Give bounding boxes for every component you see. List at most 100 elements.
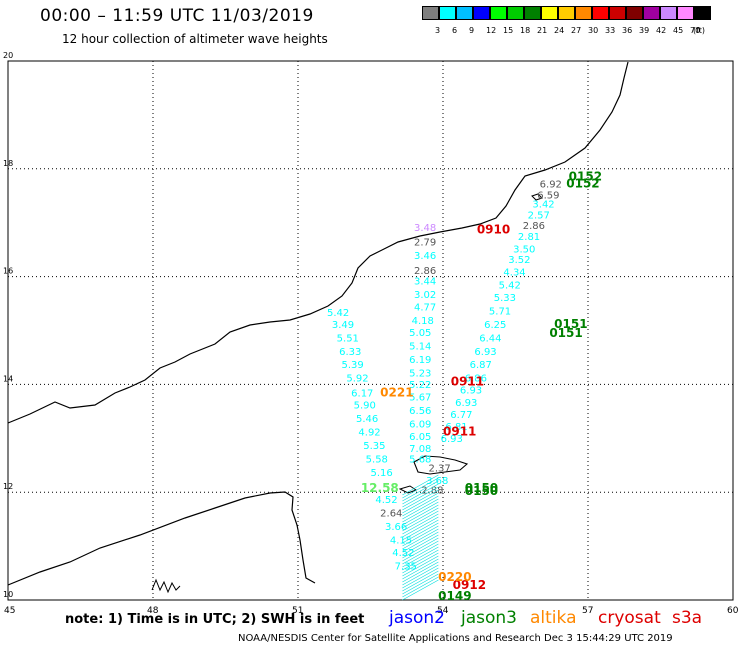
lon-tick-label: 51 bbox=[292, 606, 303, 616]
track-hatch bbox=[402, 540, 439, 562]
swh-value: 5.51 bbox=[337, 333, 359, 344]
track-hatch bbox=[402, 477, 439, 499]
small-island bbox=[531, 193, 543, 201]
swh-value: 3.44 bbox=[414, 277, 436, 288]
swh-value: 6.92 bbox=[540, 180, 562, 191]
swh-value: 6.17 bbox=[351, 388, 373, 399]
legend-value: 3 bbox=[435, 26, 441, 35]
legend-swatch bbox=[473, 6, 490, 20]
swh-value: 2.57 bbox=[528, 210, 550, 221]
swh-value: 6.59 bbox=[537, 190, 559, 201]
swh-value: 4.18 bbox=[412, 316, 434, 327]
swh-value: 4.34 bbox=[503, 268, 525, 279]
legend-value: 30 bbox=[588, 26, 599, 35]
legend-value: 42 bbox=[656, 26, 667, 35]
track-hatch bbox=[402, 486, 439, 508]
swh-value: 5.42 bbox=[327, 308, 349, 319]
swh-value: 6.05 bbox=[409, 432, 431, 443]
track-hatch bbox=[402, 480, 439, 502]
swh-value: 3.66 bbox=[385, 522, 407, 533]
swh-value: 5.05 bbox=[409, 328, 431, 339]
swh-value: 5.90 bbox=[354, 401, 376, 412]
track-hatch bbox=[402, 573, 439, 595]
track-hatch bbox=[402, 576, 439, 598]
time-label: 0220 bbox=[438, 570, 471, 584]
swh-value: 5.42 bbox=[499, 280, 521, 291]
legend-swatch bbox=[507, 6, 524, 20]
swh-value: 5.39 bbox=[342, 360, 364, 371]
legend-swatch bbox=[575, 6, 592, 20]
track-hatch bbox=[402, 555, 439, 577]
track-hatch bbox=[402, 525, 439, 547]
swh-value: 4.15 bbox=[390, 535, 412, 546]
satellite-cryosat: cryosat bbox=[598, 608, 661, 628]
swh-value: 3.50 bbox=[513, 244, 535, 255]
legend-value: 9 bbox=[469, 26, 475, 35]
track-hatch bbox=[402, 561, 439, 583]
swh-value: 5.92 bbox=[346, 374, 368, 385]
track-hatch bbox=[402, 489, 439, 511]
swh-value: 6.33 bbox=[339, 347, 361, 358]
track-hatch bbox=[402, 552, 439, 574]
swh-value: 5.33 bbox=[494, 293, 516, 304]
swh-value: 6.93 bbox=[460, 386, 482, 397]
legend-swatch bbox=[694, 6, 711, 20]
lon-tick-label: 54 bbox=[437, 606, 449, 616]
time-label: 0151 bbox=[549, 326, 582, 340]
track-hatch bbox=[402, 564, 439, 586]
track-hatch bbox=[402, 507, 439, 529]
swh-value: 7.35 bbox=[395, 561, 417, 572]
legend-swatch bbox=[643, 6, 660, 20]
lon-tick-label: 45 bbox=[4, 606, 15, 616]
swh-value: 6.87 bbox=[470, 360, 492, 371]
lon-tick-label: 60 bbox=[727, 606, 739, 616]
legend-value: 12 bbox=[486, 26, 497, 35]
socotra-island bbox=[413, 455, 469, 475]
time-label: 0149 bbox=[438, 589, 471, 603]
legend-value: 18 bbox=[520, 26, 531, 35]
track-hatch bbox=[402, 519, 439, 541]
lat-tick-label: 18 bbox=[3, 159, 13, 168]
legend-swatch bbox=[677, 6, 694, 20]
legend-swatch bbox=[609, 6, 626, 20]
legend-value: 45 bbox=[673, 26, 684, 35]
swh-value: 5.58 bbox=[366, 455, 388, 466]
track-hatch bbox=[402, 510, 439, 532]
swh-value: 6.19 bbox=[409, 355, 431, 366]
swh-value: 6.56 bbox=[409, 406, 431, 417]
swh-value: 6.25 bbox=[484, 320, 506, 331]
small-island bbox=[398, 485, 418, 494]
coastline-africa bbox=[7, 491, 316, 586]
legend-unit: (ft) bbox=[693, 26, 706, 35]
legend-value: 39 bbox=[639, 26, 650, 35]
satellite-s3a: s3a bbox=[672, 608, 703, 628]
legend-swatch bbox=[490, 6, 507, 20]
swh-value: 2.86 bbox=[414, 266, 436, 277]
time-label: 0910 bbox=[477, 222, 510, 236]
time-label: 0221 bbox=[380, 385, 413, 399]
swh-value: 5.35 bbox=[363, 441, 385, 452]
swh-value: 4.52 bbox=[392, 548, 414, 559]
time-label: 0912 bbox=[453, 578, 486, 592]
swh-value: 2.81 bbox=[518, 232, 540, 243]
track-hatch bbox=[402, 492, 439, 514]
satellite-jason3: jason3 bbox=[461, 608, 517, 628]
swh-value: 6.44 bbox=[479, 333, 501, 344]
track-hatch bbox=[402, 498, 439, 520]
track-hatch bbox=[402, 528, 439, 550]
track-hatch bbox=[402, 474, 439, 496]
legend-value: 21 bbox=[537, 26, 548, 35]
credit-line: NOAA/NESDIS Center for Satellite Applica… bbox=[238, 633, 673, 644]
lat-tick-label: 10 bbox=[3, 590, 13, 599]
legend-value: 36 bbox=[622, 26, 633, 35]
satellite-altika: altika bbox=[530, 608, 577, 628]
swh-value: 4.52 bbox=[375, 495, 397, 506]
legend-swatch bbox=[439, 6, 456, 20]
swh-value: 6.81 bbox=[445, 422, 467, 433]
land-marker bbox=[151, 578, 181, 594]
legend-swatch bbox=[592, 6, 609, 20]
legend-value: 15 bbox=[503, 26, 514, 35]
track-hatch bbox=[402, 522, 439, 544]
swh-value: 6.93 bbox=[455, 398, 477, 409]
